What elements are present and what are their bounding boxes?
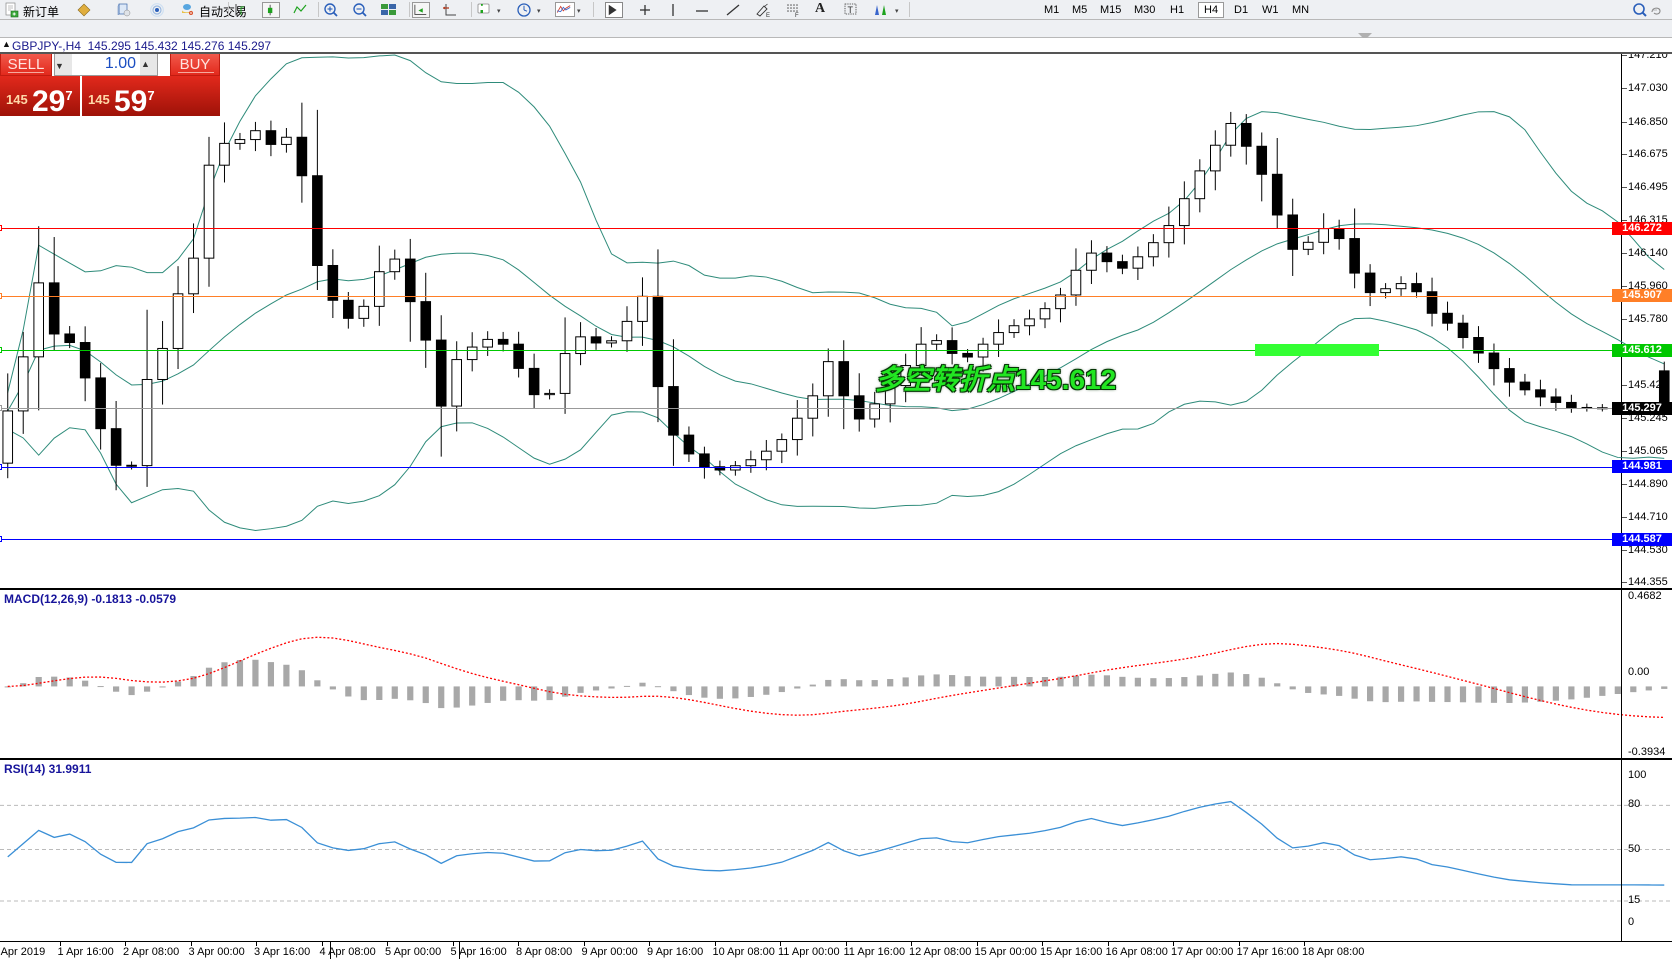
svg-text:T: T	[848, 5, 854, 15]
svg-text:F: F	[795, 13, 799, 18]
svg-text:E: E	[766, 13, 770, 18]
